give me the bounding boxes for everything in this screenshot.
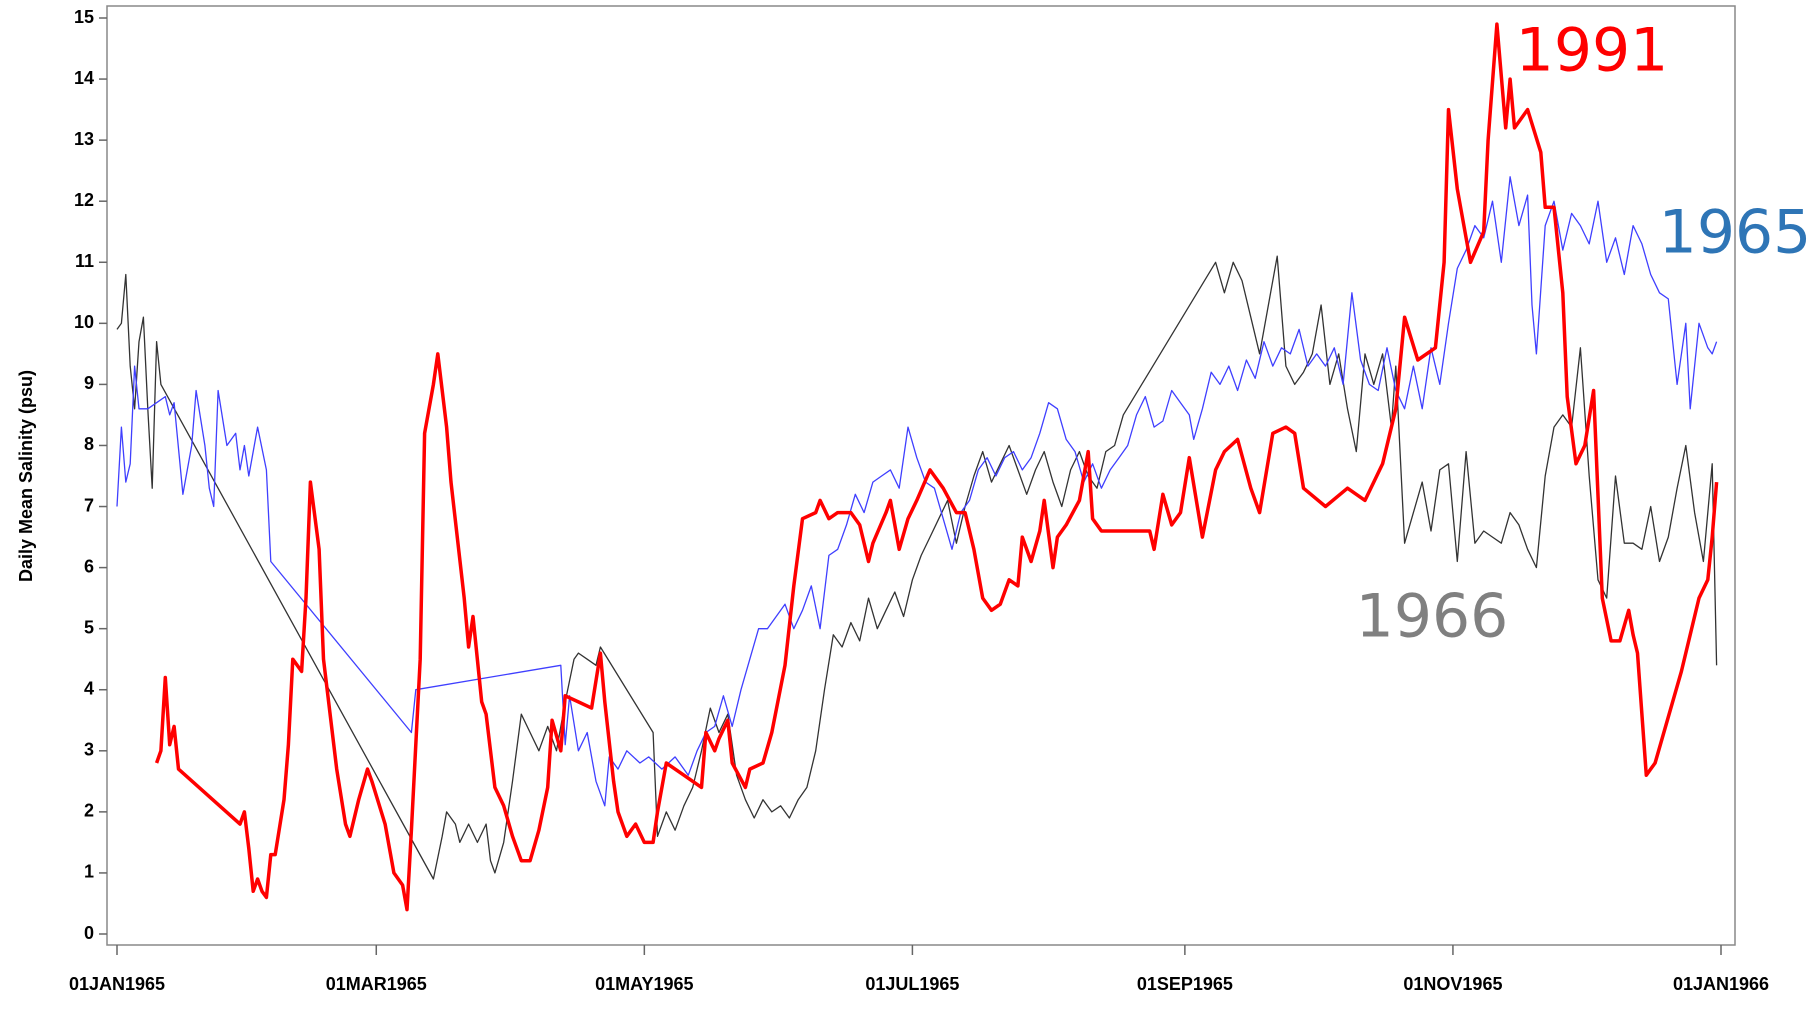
plot-frame (106, 5, 1736, 946)
series-label: 1991 (1516, 16, 1669, 86)
y-tick-label: 14 (74, 68, 94, 88)
y-tick-label: 6 (84, 556, 94, 576)
y-tick-label: 12 (74, 190, 94, 210)
y-tick-label: 3 (84, 740, 94, 760)
x-tick-label: 01SEP1965 (1137, 974, 1233, 994)
y-tick-label: 7 (84, 495, 94, 515)
series-line (154, 22, 1719, 912)
y-tick-label: 9 (84, 373, 94, 393)
x-tick-label: 01JAN1965 (69, 974, 165, 994)
y-tick-label: 0 (84, 923, 94, 943)
y-tick-label: 11 (75, 251, 94, 271)
y-tick-label: 10 (74, 312, 94, 332)
x-tick-label: 01MAY1965 (595, 974, 693, 994)
x-tick-label: 01JUL1965 (865, 974, 959, 994)
y-tick-label: 8 (84, 434, 94, 454)
series-line (116, 176, 1718, 807)
series-label: 1965 (1659, 198, 1812, 268)
y-tick-label: 5 (84, 617, 94, 637)
y-tick-label: 13 (74, 129, 94, 149)
series-line (116, 255, 1718, 880)
x-tick-label: 01MAR1965 (326, 974, 427, 994)
y-axis-label: Daily Mean Salinity (psu) (16, 370, 36, 582)
x-tick-label: 01JAN1966 (1673, 974, 1769, 994)
y-tick-label: 2 (84, 801, 94, 821)
y-tick-label: 4 (84, 678, 94, 698)
y-tick-label: 15 (74, 7, 94, 27)
series-label: 1966 (1356, 582, 1509, 652)
y-tick-label: 1 (84, 862, 94, 882)
x-tick-label: 01NOV1965 (1403, 974, 1502, 994)
